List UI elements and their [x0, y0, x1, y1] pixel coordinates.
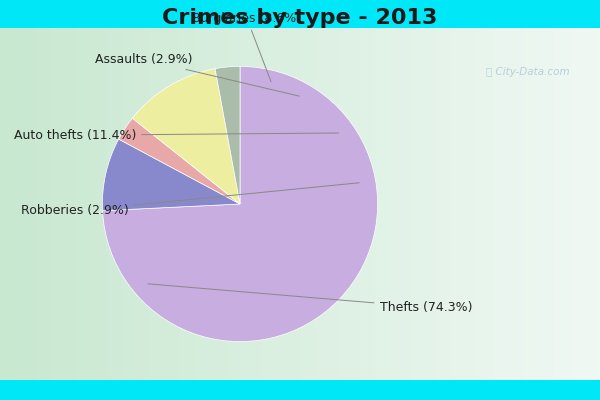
Text: Assaults (2.9%): Assaults (2.9%)	[95, 53, 299, 96]
Text: Crimes by type - 2013: Crimes by type - 2013	[163, 8, 437, 28]
Wedge shape	[215, 66, 240, 204]
Wedge shape	[119, 118, 240, 204]
Text: Robberies (2.9%): Robberies (2.9%)	[21, 183, 359, 217]
Text: Auto thefts (11.4%): Auto thefts (11.4%)	[14, 129, 338, 142]
Text: ⓘ City-Data.com: ⓘ City-Data.com	[486, 67, 570, 77]
Wedge shape	[103, 139, 240, 211]
Text: Thefts (74.3%): Thefts (74.3%)	[148, 284, 472, 314]
Wedge shape	[103, 66, 377, 342]
Text: Burglaries (8.6%): Burglaries (8.6%)	[193, 12, 301, 82]
Wedge shape	[133, 69, 240, 204]
